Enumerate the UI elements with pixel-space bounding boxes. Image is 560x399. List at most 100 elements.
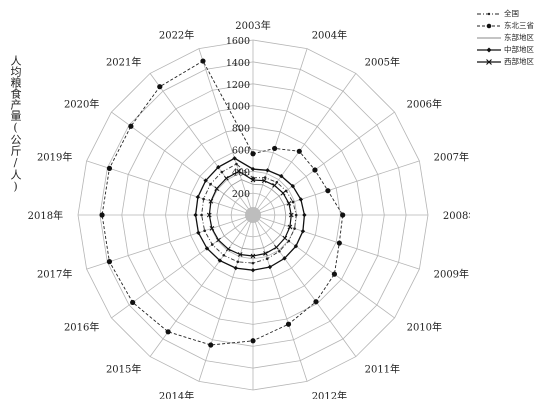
radial-tick-label: 1000 xyxy=(226,102,250,113)
data-point xyxy=(200,58,206,64)
data-point xyxy=(128,123,134,129)
data-point xyxy=(298,197,304,202)
data-point xyxy=(202,197,205,201)
category-label: 2008年 xyxy=(443,209,470,222)
data-point xyxy=(208,342,214,348)
legend-label-xibu: 西部地区 xyxy=(504,57,534,66)
grid-spoke-3 xyxy=(252,111,395,216)
data-point xyxy=(294,213,298,217)
grid-spoke-1 xyxy=(252,48,308,216)
series-line-1 xyxy=(101,60,344,346)
data-point xyxy=(233,265,238,271)
data-point xyxy=(210,243,214,246)
legend-label-zhongbu: 中部地区 xyxy=(504,45,534,54)
category-label: 2006年 xyxy=(407,97,442,110)
radar-chart: 20040060080010001200140016002003年2004年20… xyxy=(28,19,470,399)
data-point xyxy=(225,246,231,252)
data-point xyxy=(235,162,238,166)
category-label: 2009年 xyxy=(434,268,469,281)
center-hub xyxy=(245,207,261,223)
data-point xyxy=(236,168,242,174)
data-point xyxy=(216,237,221,243)
data-point xyxy=(106,165,113,171)
category-label: 2015年 xyxy=(106,363,141,376)
data-point xyxy=(300,229,306,234)
category-label: 2012年 xyxy=(312,390,347,399)
radial-tick-label: 1200 xyxy=(226,80,250,91)
category-label: 2014年 xyxy=(159,390,194,399)
data-point xyxy=(209,225,215,231)
legend-label-quanguo: 全国 xyxy=(504,9,519,18)
data-point xyxy=(263,251,268,256)
data-point xyxy=(282,235,288,241)
legend-swatch-dongbu xyxy=(477,37,501,39)
data-point xyxy=(165,329,171,335)
data-point xyxy=(193,212,198,218)
data-point xyxy=(196,230,201,235)
data-point xyxy=(296,148,302,154)
data-point xyxy=(250,253,256,259)
data-point xyxy=(336,240,342,246)
category-label: 2016年 xyxy=(64,321,99,334)
data-point xyxy=(209,182,212,186)
legend-swatch-quanguo xyxy=(477,12,501,16)
grid-spoke-12 xyxy=(149,214,254,357)
data-point xyxy=(222,253,226,257)
data-point xyxy=(223,175,229,181)
category-label: 2003年 xyxy=(235,19,270,32)
data-point xyxy=(157,84,163,90)
data-point xyxy=(285,321,292,327)
y-axis-label: 人均粮食产量(公斤/人) xyxy=(9,55,22,193)
data-point xyxy=(287,224,293,230)
grid-spoke-17 xyxy=(111,111,254,216)
grid-spoke-11 xyxy=(198,214,254,382)
category-label: 2007年 xyxy=(434,150,469,163)
grid-spoke-13 xyxy=(111,214,254,319)
category-label: 2017年 xyxy=(37,268,72,281)
legend-swatch-dongbei xyxy=(477,23,501,29)
legend-swatch-zhongbu xyxy=(477,47,501,53)
data-point xyxy=(250,338,256,344)
data-point xyxy=(195,194,201,200)
radial-tick-label: 800 xyxy=(232,124,250,135)
radial-tick-label: 1600 xyxy=(226,36,250,47)
data-point xyxy=(203,178,208,183)
data-point xyxy=(232,156,237,161)
grid-spoke-4 xyxy=(252,160,420,216)
data-point xyxy=(340,212,346,218)
data-point xyxy=(99,212,105,218)
data-point xyxy=(284,189,288,193)
category-label: 2004年 xyxy=(312,28,347,41)
data-point xyxy=(290,183,296,189)
data-point xyxy=(272,183,277,188)
data-point xyxy=(216,165,221,170)
data-point xyxy=(280,190,286,196)
series-line-2 xyxy=(216,179,287,250)
grid-spoke-9 xyxy=(252,214,308,382)
data-point xyxy=(208,198,214,204)
data-point xyxy=(274,244,279,250)
data-point xyxy=(250,151,256,157)
data-point xyxy=(291,200,295,204)
data-point xyxy=(275,180,279,184)
legend-label-dongbei: 东北三省 xyxy=(504,21,534,30)
grid-spoke-16 xyxy=(86,160,254,216)
legend-swatch-xibu xyxy=(477,59,501,65)
category-label: 2022年 xyxy=(159,28,194,41)
grid-spoke-2 xyxy=(252,73,357,216)
data-point xyxy=(237,252,243,257)
data-point xyxy=(265,257,269,260)
data-point xyxy=(251,261,255,265)
grid-spoke-8 xyxy=(252,214,357,357)
data-point xyxy=(206,212,212,218)
grid-spoke-7 xyxy=(252,214,395,319)
data-point xyxy=(312,167,318,173)
data-point xyxy=(278,249,281,253)
radial-tick-label: 1400 xyxy=(226,58,250,69)
data-point xyxy=(293,243,299,249)
data-point xyxy=(302,212,307,218)
grid-spoke-19 xyxy=(198,48,254,216)
data-point xyxy=(200,213,203,217)
data-point xyxy=(282,256,287,261)
data-point xyxy=(279,173,284,179)
